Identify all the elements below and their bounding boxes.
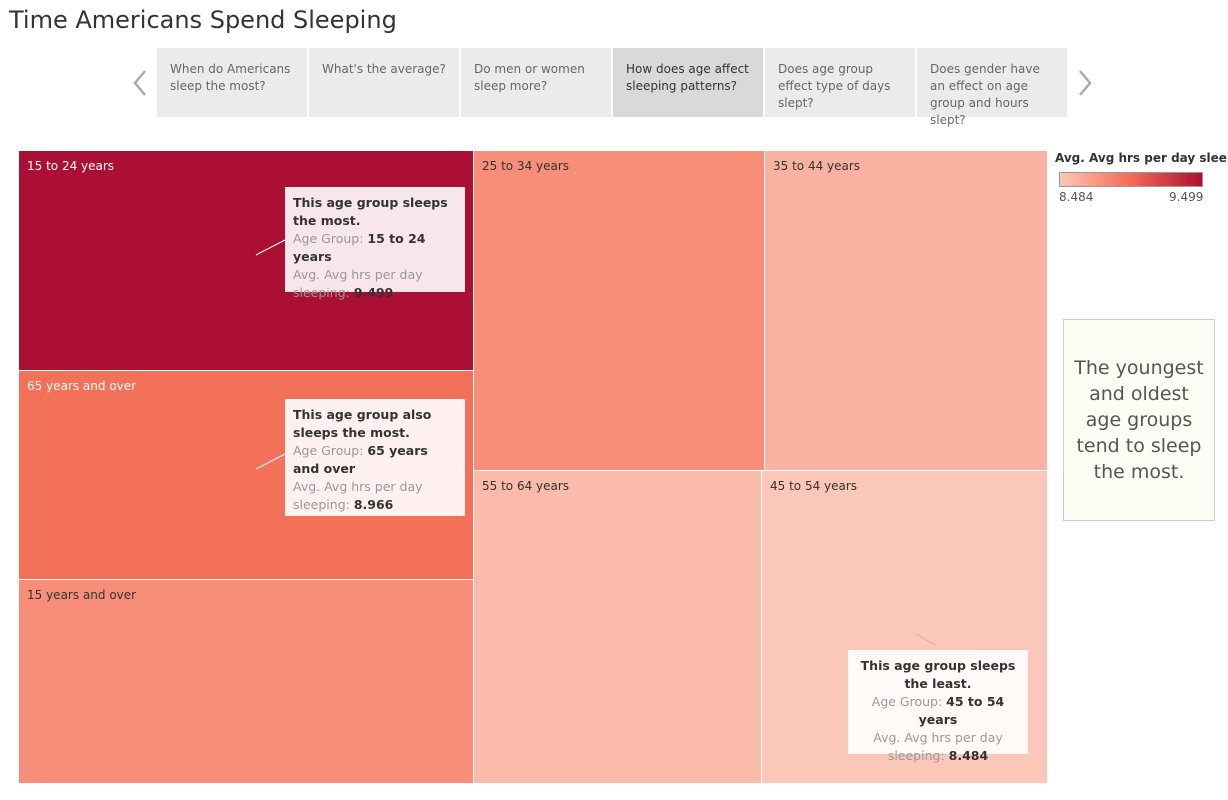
treemap-cell-label: 65 years and over [27,379,137,393]
story-point-label: What's the average? [322,62,446,76]
treemap-cell[interactable]: 25 to 34 years [474,151,764,470]
story-point-tab[interactable]: When do Americans sleep the most? [157,48,307,117]
annotation-measure-key: Avg. Avg hrs per day sleeping: [293,267,423,300]
annotation-box: This age group also sleeps the most. Age … [285,399,465,516]
annotation-heading: This age group also sleeps the most. [293,407,432,440]
annotation-group-key: Age Group: [293,443,364,458]
treemap-cell-label: 25 to 34 years [482,159,570,173]
treemap-cell[interactable]: 15 years and over [19,580,473,783]
annotation-box: This age group sleeps the least. Age Grou… [848,650,1028,763]
annotation-measure-value: 8.966 [353,497,394,512]
annotation-group-value: 65 years and over [293,443,428,476]
caption-text: The youngest and oldest age groups tend … [1074,357,1204,483]
annotation-measure-key: Avg. Avg hrs per day sleeping: [873,730,1003,763]
previous-story-point-button[interactable] [130,68,150,98]
annotation-group-key: Age Group: [293,231,364,246]
treemap-cell-label: 15 years and over [27,588,137,602]
annotation-box: This age group sleeps the most. Age Group… [285,187,465,300]
next-story-point-button[interactable] [1075,68,1095,98]
treemap-cell[interactable]: 55 to 64 years [474,471,761,783]
color-legend-bar [1059,172,1203,187]
caption-box: The youngest and oldest age groups tend … [1063,319,1215,521]
treemap-cell-label: 45 to 54 years [770,479,858,493]
annotation-heading: This age group sleeps the least. [860,658,1016,691]
story-point-tab[interactable]: Do men or women sleep more? [461,48,611,117]
treemap-cell-label: 15 to 24 years [27,159,115,173]
story-point-label: How does age affect sleeping patterns? [626,62,749,93]
annotation-group-value: 15 to 24 years [293,231,426,264]
annotation-group-key: Age Group: [871,694,943,709]
story-point-label: Does gender have an effect on age group … [930,62,1040,127]
page-title: Time Americans Spend Sleeping [9,6,397,34]
story-point-label: When do Americans sleep the most? [170,62,291,93]
treemap-cell-label: 55 to 64 years [482,479,570,493]
chevron-right-icon [1079,70,1092,96]
treemap-cell-label: 35 to 44 years [773,159,861,173]
legend-max-label: 9.499 [1169,190,1204,204]
annotation-measure-key: Avg. Avg hrs per day sleeping: [293,479,423,512]
legend-min-label: 8.484 [1059,190,1094,204]
chevron-left-icon [133,70,146,96]
annotation-measure-value: 9.499 [353,285,394,300]
annotation-heading: This age group sleeps the most. [293,195,448,228]
story-point-tab[interactable]: What's the average? [309,48,459,117]
story-point-label: Do men or women sleep more? [474,62,585,93]
annotation-group-value: 45 to 54 years [918,694,1005,727]
treemap-cell[interactable]: 35 to 44 years [765,151,1047,470]
annotation-measure-value: 8.484 [948,748,989,763]
story-point-label: Does age group effect type of days slept… [778,62,891,110]
legend-title: Avg. Avg hrs per day slee.. [1055,151,1228,165]
story-point-tab[interactable]: Does gender have an effect on age group … [917,48,1067,127]
story-point-tab[interactable]: How does age affect sleeping patterns? [613,48,763,117]
story-point-tab[interactable]: Does age group effect type of days slept… [765,48,915,117]
